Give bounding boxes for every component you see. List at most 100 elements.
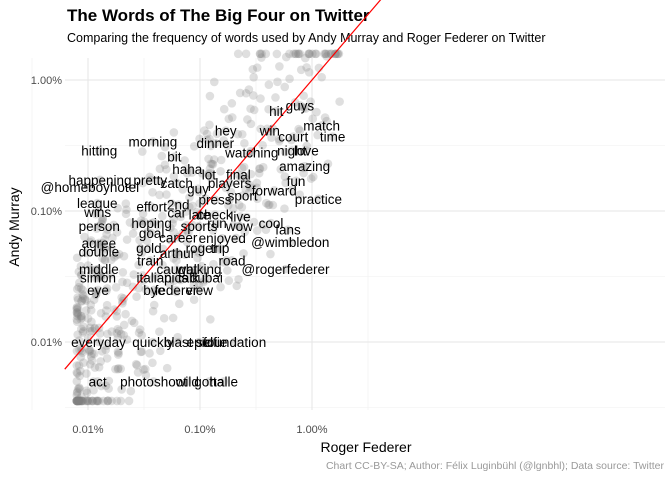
word-point <box>265 126 275 136</box>
word-label: @rogerfederer <box>242 262 330 277</box>
word-point <box>285 237 295 247</box>
background-point <box>83 396 92 406</box>
background-point <box>177 229 187 238</box>
background-point <box>94 396 104 406</box>
word-point <box>149 377 158 386</box>
background-point <box>81 396 90 406</box>
background-point <box>74 361 84 370</box>
background-point <box>128 229 138 238</box>
word-label: arthur <box>160 246 196 261</box>
background-point <box>100 243 110 253</box>
background-point <box>215 245 224 254</box>
word-label: bye <box>143 283 165 298</box>
background-point <box>308 114 318 123</box>
background-point <box>322 116 331 126</box>
background-point <box>324 49 333 59</box>
background-point <box>113 347 123 356</box>
background-point <box>197 261 207 271</box>
word-label: walking <box>176 262 222 277</box>
word-label: federer <box>155 283 198 298</box>
background-point <box>72 396 82 406</box>
background-point <box>172 256 181 266</box>
background-point <box>83 334 93 343</box>
background-point <box>162 190 171 199</box>
background-point <box>75 371 84 381</box>
background-point <box>226 187 236 197</box>
background-point <box>101 306 111 315</box>
background-point <box>116 396 126 406</box>
background-point <box>87 349 97 358</box>
word-label: pretty <box>133 173 167 188</box>
word-label: wow <box>225 219 253 234</box>
background-point <box>156 346 165 356</box>
background-point <box>299 91 308 101</box>
background-point <box>308 49 317 59</box>
background-point <box>72 309 82 318</box>
background-point <box>122 278 132 288</box>
word-label: talk <box>178 271 199 286</box>
background-point <box>246 169 256 179</box>
background-point <box>272 49 282 59</box>
background-point <box>91 273 101 283</box>
background-point <box>186 265 196 275</box>
background-point <box>97 242 106 251</box>
background-point <box>76 270 86 280</box>
background-point <box>291 49 301 59</box>
background-point <box>113 203 123 213</box>
background-point <box>138 271 147 280</box>
background-point <box>91 209 101 219</box>
background-point <box>82 386 91 395</box>
word-label: match <box>303 118 340 133</box>
word-point <box>171 273 181 282</box>
background-point <box>95 329 105 338</box>
background-point <box>98 213 107 223</box>
word-point <box>210 210 220 219</box>
word-label: roger <box>186 241 218 256</box>
word-label: happening <box>68 173 131 188</box>
background-point <box>255 164 265 173</box>
word-point <box>219 377 229 386</box>
background-point <box>76 396 86 406</box>
background-point <box>242 212 251 222</box>
background-point <box>73 384 83 394</box>
word-label: photoshoot <box>120 374 187 389</box>
background-point <box>83 396 92 406</box>
background-point <box>107 396 116 406</box>
background-point <box>108 233 117 243</box>
background-point <box>102 300 112 310</box>
word-point <box>291 176 301 186</box>
background-point <box>261 225 271 235</box>
background-point <box>73 387 82 396</box>
background-point <box>79 291 88 301</box>
word-label: time <box>320 130 346 145</box>
background-point <box>98 254 107 263</box>
background-point <box>77 297 86 306</box>
background-point <box>107 244 116 253</box>
background-point <box>189 280 199 290</box>
background-point <box>93 396 102 406</box>
background-point <box>132 292 141 302</box>
background-point <box>113 350 123 359</box>
background-point <box>79 326 88 336</box>
word-point <box>173 200 183 209</box>
background-point <box>82 388 92 398</box>
background-point <box>206 141 216 151</box>
background-point <box>281 52 291 62</box>
background-point <box>290 97 300 107</box>
word-point <box>225 178 234 188</box>
background-point <box>261 49 271 59</box>
background-point <box>94 362 104 372</box>
background-point <box>76 324 86 334</box>
background-point <box>249 73 258 82</box>
background-point <box>127 316 137 326</box>
background-point <box>233 129 243 139</box>
background-point <box>72 361 82 370</box>
background-point <box>72 377 82 386</box>
background-point <box>103 225 112 234</box>
word-point <box>204 170 214 179</box>
background-point <box>306 174 316 183</box>
word-label: everyday <box>71 335 126 350</box>
background-point <box>72 308 82 317</box>
word-point <box>207 337 216 347</box>
background-point <box>89 385 98 395</box>
